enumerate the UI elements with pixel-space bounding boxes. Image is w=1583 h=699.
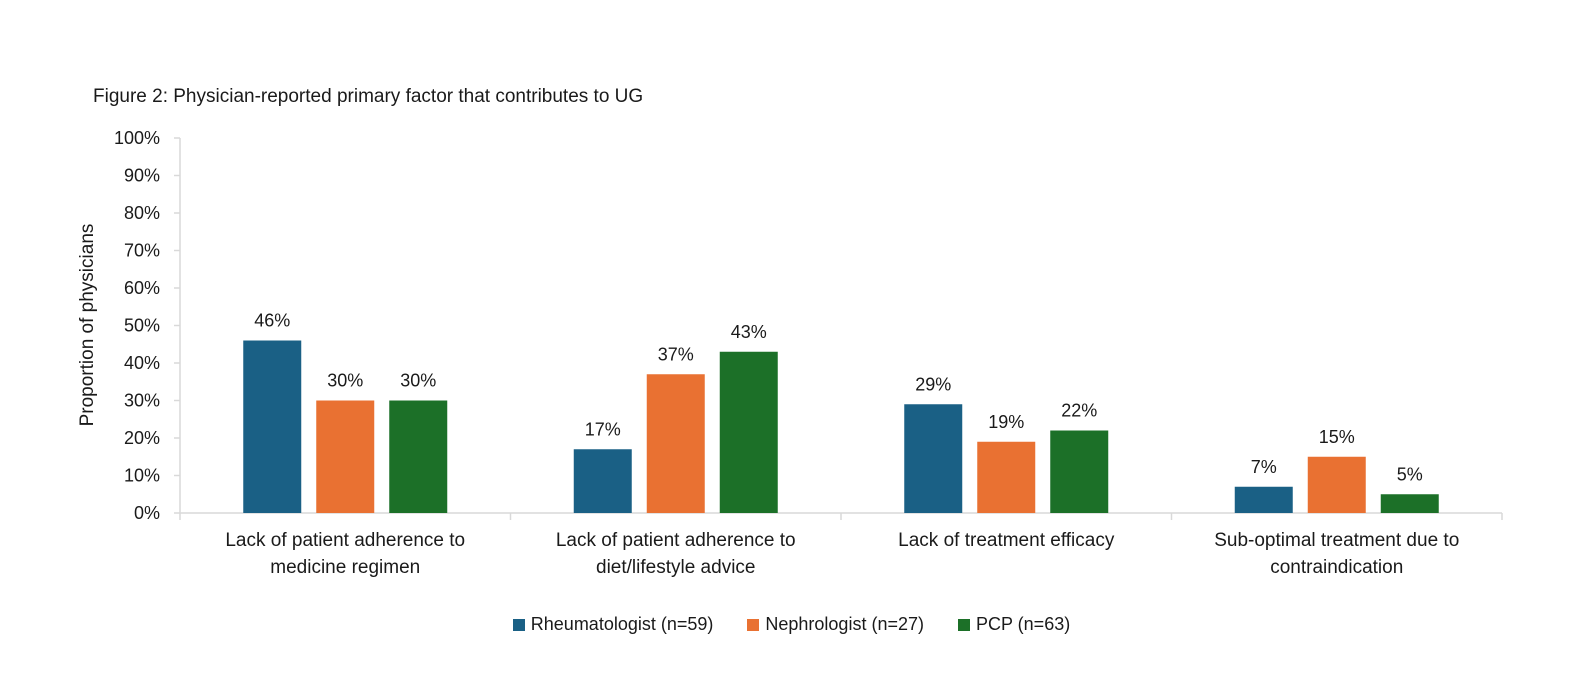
legend-label: Rheumatologist (n=59): [530, 614, 714, 634]
data-label: 30%: [327, 371, 363, 391]
y-tick-label: 30%: [124, 391, 160, 411]
y-tick-label: 20%: [124, 428, 160, 448]
legend-label: PCP (n=63): [975, 614, 1071, 634]
y-tick-label: 60%: [124, 278, 160, 298]
y-tick-label: 100%: [114, 128, 160, 148]
legend: Rheumatologist (n=59) Nephrologist (n=27…: [0, 614, 1583, 635]
data-label: 19%: [988, 412, 1024, 432]
data-label: 17%: [585, 419, 621, 439]
y-tick-label: 90%: [124, 166, 160, 186]
x-tick-label: diet/lifestyle advice: [596, 557, 755, 578]
x-tick-label: contraindication: [1270, 557, 1403, 578]
legend-swatch: [957, 618, 970, 631]
y-tick-label: 10%: [124, 466, 160, 486]
data-label: 30%: [400, 371, 436, 391]
legend-swatch: [747, 618, 760, 631]
legend-swatch: [512, 618, 525, 631]
legend-item-rheumatologist: Rheumatologist (n=59): [512, 614, 714, 635]
data-label: 43%: [731, 322, 767, 342]
y-tick-label: 80%: [124, 203, 160, 223]
data-label: 5%: [1397, 464, 1423, 484]
x-tick-label: medicine regimen: [270, 557, 420, 578]
y-tick-label: 50%: [124, 316, 160, 336]
data-label: 29%: [915, 374, 951, 394]
data-label: 46%: [254, 311, 290, 331]
legend-label: Nephrologist (n=27): [765, 614, 924, 634]
y-tick-label: 40%: [124, 353, 160, 373]
legend-item-pcp: PCP (n=63): [957, 614, 1071, 635]
bar: [1307, 456, 1366, 513]
bar: [977, 441, 1036, 513]
chart-title: Figure 2: Physician-reported primary fac…: [93, 86, 644, 107]
x-tick-label: Lack of treatment efficacy: [898, 530, 1115, 551]
bar: [316, 400, 375, 513]
y-tick-label: 0%: [134, 503, 160, 523]
bar: [1050, 430, 1109, 513]
x-tick-label: Lack of patient adherence to: [556, 530, 796, 551]
bar: [1234, 486, 1293, 513]
bar: [1380, 494, 1439, 513]
bar: [243, 340, 302, 513]
bar-chart: 0% 10% 20% 30% 40% 50% 60% 70% 80% 90% 100% 46% 30% 3…: [114, 128, 1503, 578]
legend-item-nephrologist: Nephrologist (n=27): [747, 614, 924, 635]
data-label: 15%: [1319, 427, 1355, 447]
y-tick-label: 70%: [124, 241, 160, 261]
bar: [573, 449, 632, 513]
data-label: 22%: [1061, 401, 1097, 421]
bar: [646, 374, 705, 513]
bar: [719, 351, 778, 513]
x-tick-label: Sub-optimal treatment due to: [1214, 530, 1459, 551]
data-label: 7%: [1251, 457, 1277, 477]
x-tick-label: Lack of patient adherence to: [225, 530, 465, 551]
bar: [904, 404, 963, 513]
data-label: 37%: [658, 344, 694, 364]
bar: [389, 400, 448, 513]
